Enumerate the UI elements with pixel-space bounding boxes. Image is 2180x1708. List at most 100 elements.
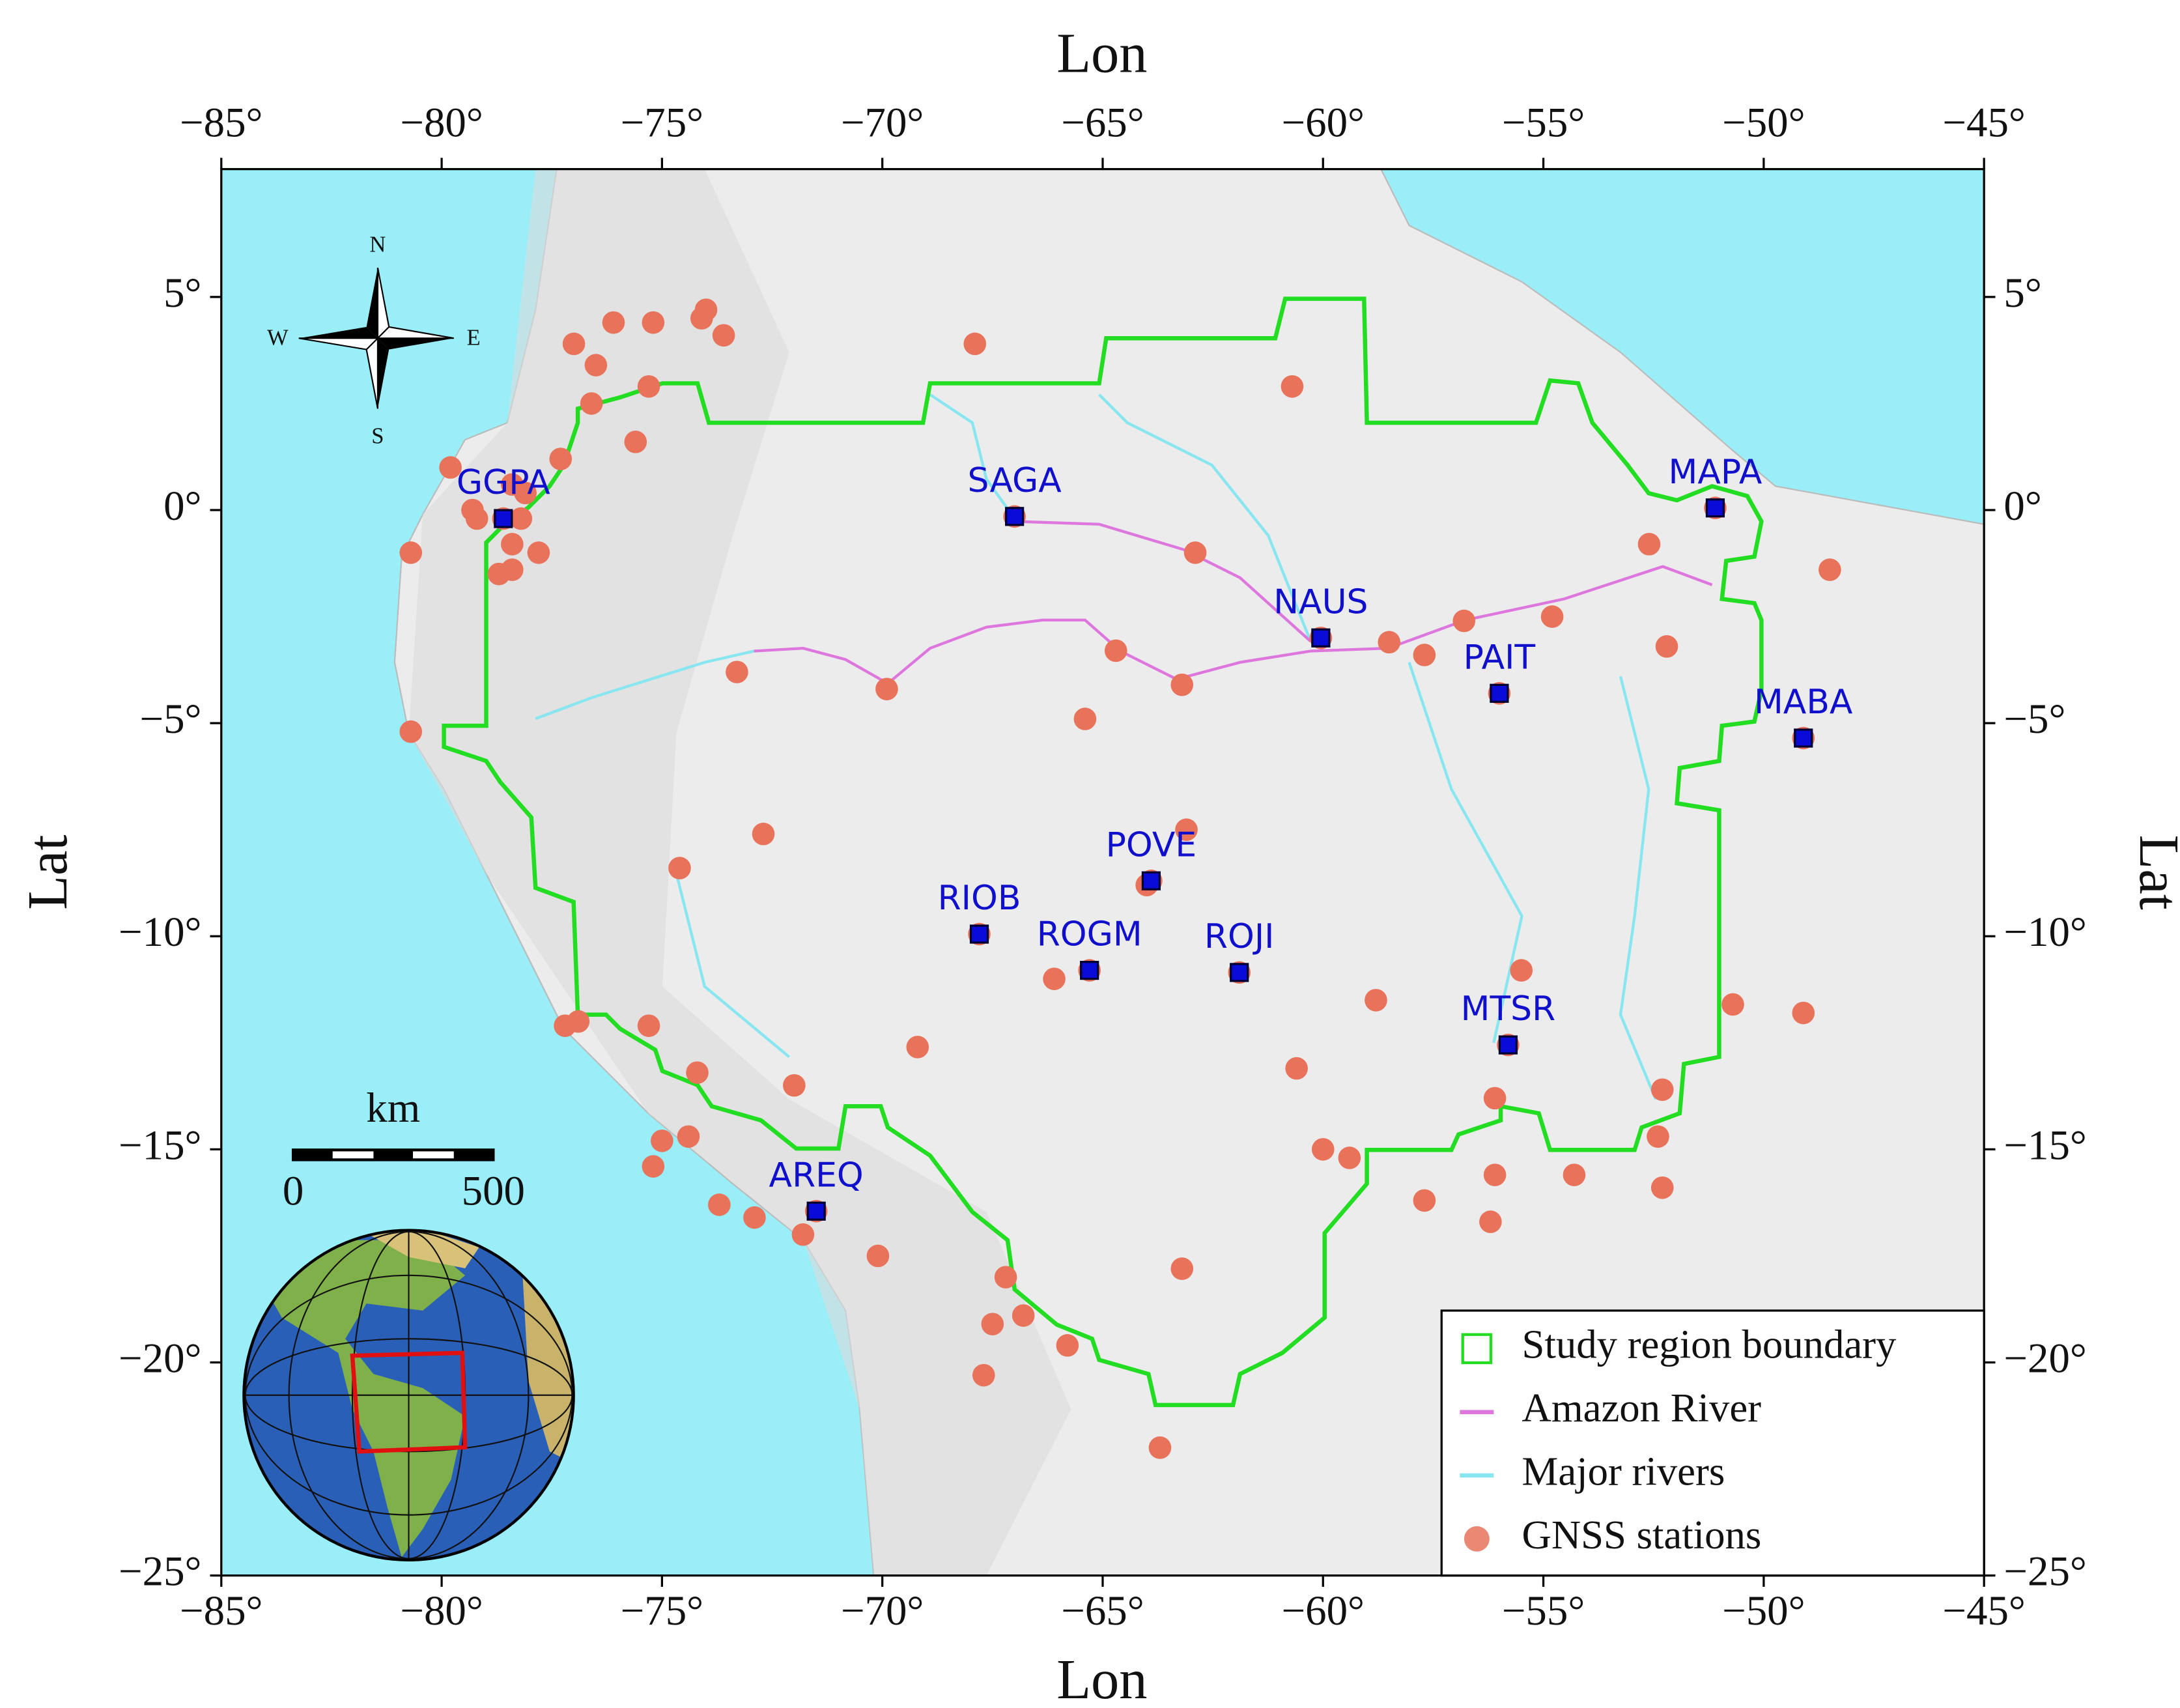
legend-label: Major rivers: [1522, 1448, 1725, 1494]
gnss-station: [549, 448, 573, 470]
legend-swatch: [1464, 1526, 1490, 1552]
legend-label: Amazon River: [1522, 1385, 1762, 1430]
y-tick-label: 5°: [163, 270, 201, 317]
study-boundary: [442, 296, 1764, 1408]
gnss-station: [1413, 1189, 1436, 1212]
y-tick-label: 0°: [2003, 483, 2041, 530]
gnss-station: [1413, 644, 1436, 666]
site-label: MTSR: [1461, 989, 1556, 1029]
gnss-station: [1338, 1146, 1361, 1169]
legend-swatch: [1461, 1333, 1493, 1365]
compass-label: E: [466, 325, 480, 350]
site-marker: [969, 924, 989, 944]
gnss-station: [637, 375, 660, 398]
gnss-station: [1073, 707, 1097, 730]
gnss-station: [562, 332, 586, 356]
gnss-station: [981, 1313, 1004, 1335]
gnss-station: [1479, 1210, 1502, 1233]
x-tick-label: −60°: [1282, 1587, 1365, 1634]
gnss-station: [1183, 541, 1207, 564]
y-tick-label: −10°: [2003, 909, 2086, 956]
x-tick-label: −50°: [1722, 1587, 1805, 1634]
gnss-station: [783, 1074, 806, 1097]
gnss-station: [465, 507, 488, 530]
site-marker: [1311, 628, 1331, 648]
gnss-station: [1012, 1304, 1035, 1327]
gnss-station: [726, 661, 748, 683]
site-label: ROGM: [1037, 915, 1142, 954]
gnss-station: [580, 392, 603, 415]
gnss-station: [694, 298, 718, 321]
gnss-station: [651, 1129, 673, 1152]
y-tick-label: −15°: [119, 1122, 201, 1169]
x-tick-label: −85°: [180, 1587, 262, 1634]
gnss-station: [527, 541, 550, 564]
site-label: NAUS: [1273, 582, 1368, 621]
gnss-station: [875, 677, 898, 701]
x-tick-label: −75°: [621, 1587, 703, 1634]
gnss-station: [668, 857, 691, 879]
gnss-station: [791, 1223, 815, 1246]
gnss-station: [399, 541, 423, 564]
y-tick-label: −15°: [2003, 1122, 2086, 1169]
site-marker: [1490, 683, 1509, 703]
x-tick-label: −55°: [1502, 1587, 1585, 1634]
gnss-station: [602, 311, 625, 334]
major-rivers: [535, 393, 1658, 1100]
gnss-station: [1510, 959, 1533, 982]
gnss-station: [1452, 609, 1476, 633]
gnss-station: [1285, 1057, 1308, 1080]
x-axis-title: Lon: [1056, 22, 1147, 85]
gnss-station: [866, 1244, 890, 1268]
x-tick-label: −45°: [1942, 100, 2025, 147]
y-tick-label: −25°: [2003, 1548, 2086, 1595]
gnss-station: [906, 1036, 929, 1059]
x-tick-label: −65°: [1061, 100, 1144, 147]
gnss-station: [1540, 605, 1564, 628]
x-axis-title: Lon: [1056, 1648, 1147, 1708]
y-tick-label: −5°: [2003, 696, 2065, 743]
scale-bar: km 0 500: [283, 1085, 525, 1215]
gnss-station: [1148, 1436, 1172, 1459]
legend-label: GNSS stations: [1522, 1512, 1762, 1558]
y-tick-label: 0°: [163, 483, 201, 530]
globe-inset: [242, 1229, 575, 1562]
gnss-station: [1637, 533, 1661, 556]
x-tick-label: −65°: [1061, 1587, 1144, 1634]
compass-label: S: [371, 424, 384, 449]
gnss-station: [1170, 1257, 1194, 1280]
gnss-station: [642, 311, 665, 334]
x-tick-label: −45°: [1942, 1587, 2025, 1634]
gnss-station: [1650, 1078, 1674, 1102]
x-tick-label: −70°: [841, 1587, 924, 1634]
site-label: MABA: [1754, 683, 1853, 722]
gnss-station: [642, 1155, 665, 1178]
y-tick-label: −20°: [2003, 1335, 2086, 1382]
gnss-station: [708, 1193, 731, 1216]
gnss-station: [501, 558, 524, 581]
site-label: RIOB: [938, 879, 1021, 918]
gnss-station: [637, 1014, 660, 1037]
gnss-station: [1043, 967, 1066, 990]
scale-unit: km: [366, 1085, 420, 1132]
compass-label: N: [369, 233, 386, 257]
site-label: PAIT: [1464, 638, 1536, 677]
site-label: MAPA: [1669, 453, 1762, 492]
gnss-station: [1378, 631, 1401, 654]
gnss-station: [1170, 673, 1194, 696]
site-label: GGPA: [457, 463, 550, 502]
y-tick-label: −25°: [119, 1548, 201, 1595]
gnss-station: [1563, 1163, 1586, 1186]
gnss-station: [1056, 1334, 1079, 1357]
site-marker: [1080, 960, 1099, 980]
gnss-station: [677, 1125, 700, 1148]
scale-label: 0: [283, 1167, 304, 1214]
gnss-station: [1281, 375, 1304, 398]
site-label: SAGA: [968, 461, 1062, 500]
gnss-station: [439, 456, 462, 479]
gnss-station: [501, 533, 524, 556]
y-tick-label: −10°: [119, 909, 201, 956]
gnss-station: [1655, 635, 1678, 658]
andes-relief: [408, 169, 1071, 1576]
